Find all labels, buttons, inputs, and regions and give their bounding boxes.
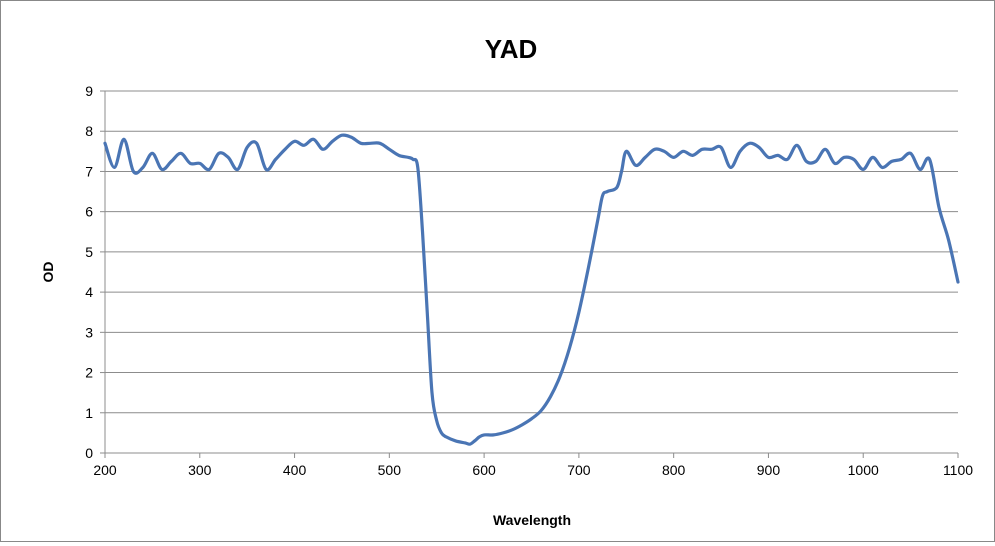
x-tick-labels: 200 300 400 500 600 700 800 900 1000 1100 xyxy=(93,462,973,478)
y-tick-label: 1 xyxy=(85,405,93,421)
x-tick-label: 200 xyxy=(93,462,117,478)
x-tick-label: 800 xyxy=(662,462,686,478)
y-tick-label: 0 xyxy=(85,445,93,461)
x-tick-label: 300 xyxy=(188,462,212,478)
y-axis-label: OD xyxy=(40,262,56,283)
y-tick-label: 9 xyxy=(85,83,93,99)
x-tick-label: 500 xyxy=(378,462,402,478)
axes xyxy=(100,90,959,458)
y-tick-label: 5 xyxy=(85,244,93,260)
x-axis-label: Wavelength xyxy=(493,512,571,528)
y-tick-label: 7 xyxy=(85,163,93,179)
series-line-0 xyxy=(103,133,960,446)
x-tick-label: 1000 xyxy=(848,462,879,478)
y-tick-label: 6 xyxy=(85,204,93,220)
gridlines xyxy=(105,90,958,414)
y-tick-label: 3 xyxy=(85,324,93,340)
y-tick-label: 8 xyxy=(85,123,93,139)
y-tick-label: 4 xyxy=(85,284,93,300)
y-tick-labels: 0 1 2 3 4 5 6 7 8 9 xyxy=(85,83,93,461)
x-tick-label: 900 xyxy=(757,462,781,478)
y-tick-label: 2 xyxy=(85,365,93,381)
x-tick-label: 1100 xyxy=(943,462,973,478)
x-tick-label: 700 xyxy=(567,462,591,478)
series-layer xyxy=(103,133,960,446)
chart-title: YAD xyxy=(485,34,538,64)
x-tick-label: 600 xyxy=(472,462,496,478)
x-tick-label: 400 xyxy=(283,462,307,478)
